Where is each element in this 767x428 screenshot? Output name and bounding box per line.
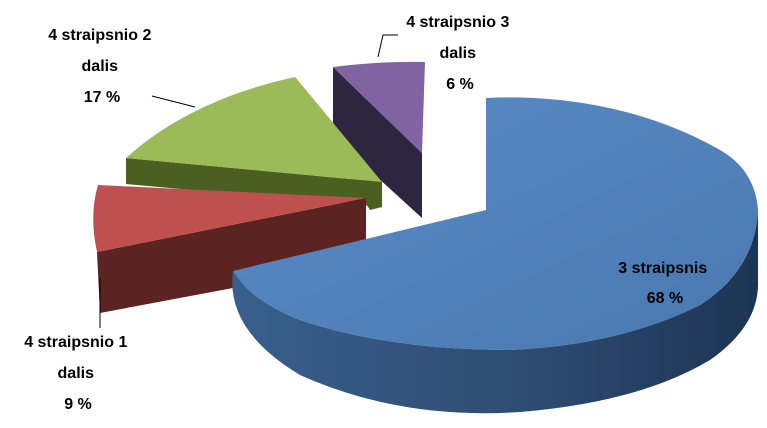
label-4-3-line1: 4 straipsnio 3 [406, 14, 509, 31]
label-4-2-line2: dalis [82, 58, 119, 75]
leader-line-4-3 [377, 34, 398, 58]
label-4-1-line1: 4 straipsnio 1 [24, 334, 127, 351]
label-4-3-line3: 6 % [446, 76, 474, 93]
label-4-straipsnio-2-dalis: 4 straipsnio 2 dalis 17 % [48, 27, 156, 106]
slice-4-straipsnio-1-dalis [93, 185, 366, 313]
label-4-straipsnio-3-dalis: 4 straipsnio 3 dalis 6 % [406, 14, 514, 93]
label-4-3-line2: dalis [440, 45, 477, 62]
slice-4-straipsnio-2-dalis [126, 77, 382, 210]
slice-4-1-top [93, 185, 366, 252]
label-3-line1: 3 straipsnis [618, 260, 707, 277]
label-4-2-line3: 17 % [84, 89, 120, 106]
slice-4-straipsnio-3-dalis [333, 61, 425, 218]
label-3-straipsnis: 3 straipsnis 68 % [618, 260, 711, 307]
slice-3-top [233, 97, 758, 350]
slice-4-3-top [333, 61, 425, 153]
label-4-straipsnio-1-dalis: 4 straipsnio 1 dalis 9 % [24, 334, 132, 413]
slice-4-3-side [333, 67, 422, 218]
slice-4-1-side [97, 198, 366, 313]
label-4-1-line3: 9 % [64, 396, 92, 413]
label-3-line2: 68 % [647, 290, 683, 307]
slice-3-side [232, 210, 759, 414]
leader-line-4-2 [151, 95, 196, 108]
label-4-1-line2: dalis [58, 365, 95, 382]
slice-4-2-front [126, 158, 382, 207]
slice-4-2-top [126, 77, 382, 182]
slice-3-straipsnis [232, 97, 759, 414]
label-4-2-line1: 4 straipsnio 2 [48, 27, 151, 44]
